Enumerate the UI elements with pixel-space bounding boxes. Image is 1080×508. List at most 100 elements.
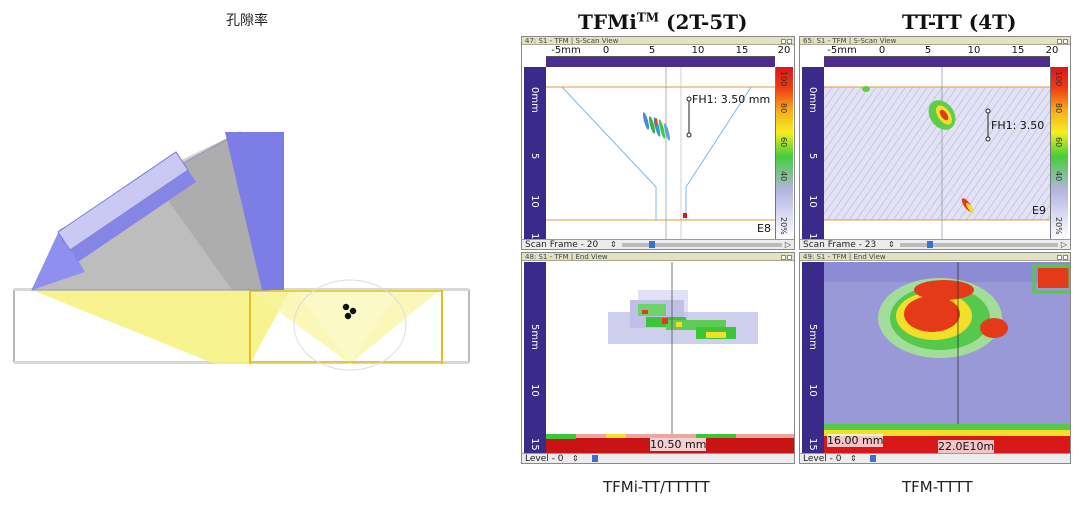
v-tick-label: 10 <box>529 195 540 208</box>
end-view-left[interactable]: 48: S1 - TFM | End View 5mm 10 15 <box>521 252 795 464</box>
v-tick-label: 10 <box>807 384 818 397</box>
h-tick-label: 0 <box>602 45 610 56</box>
porosity-zone-ellipse <box>293 279 407 371</box>
colorbar-tick: 80 <box>1054 103 1063 114</box>
close-icon <box>787 255 792 260</box>
h-tick-label: 20 <box>777 45 791 56</box>
fh1-measurement-label: FH1: 3.50 <box>991 119 1045 132</box>
colorbar-tick: 100 <box>779 71 788 87</box>
tfmi-caption: TFMi-TT/TTTTT <box>603 478 710 496</box>
fh1-marker-bottom <box>985 136 991 142</box>
probe-beam-outline-right <box>685 86 752 220</box>
v-tick-label: 15 <box>807 438 818 451</box>
probe-array <box>70 170 196 262</box>
beam-zone-inner <box>295 290 400 364</box>
fh1-marker-top <box>985 108 991 114</box>
h-tick-label: 15 <box>735 45 749 56</box>
tt-column-title: TT-TT (4T) <box>902 10 1017 34</box>
v-tick-label: 5mm <box>807 324 818 350</box>
level-bar[interactable]: Level - 0 ⇕ <box>800 453 1070 463</box>
fh1-marker-bottom <box>686 132 692 138</box>
fh1-marker-top <box>686 96 692 102</box>
end-view-right[interactable]: 49: S1 - TFM | End View 5mm 10 15 <box>799 252 1071 464</box>
colorbar-tick: 40 <box>1054 171 1063 182</box>
h-tick-label: 5 <box>648 45 656 56</box>
vertical-ruler: 0mm 5 10 15 <box>524 67 546 246</box>
colorbar-tick: 20% <box>1054 217 1063 235</box>
v-tick-label: 5mm <box>529 324 540 350</box>
colorbar-tick: 20% <box>779 217 788 235</box>
colorbar-tick: 60 <box>779 137 788 148</box>
minimize-icon <box>781 255 786 260</box>
scroll-right-icon[interactable]: ▷ <box>1060 240 1067 249</box>
sscan-right-titlebar[interactable]: 65: S1 - TFM | S-Scan View <box>800 37 1070 45</box>
level-bar[interactable]: Level - 0 ⇕ <box>522 453 794 463</box>
scan-frame-bar[interactable]: Scan Frame - 20 ⇕ ▷ <box>522 239 794 249</box>
wedge-side <box>225 132 284 290</box>
scan-frame-slider-knob[interactable] <box>927 241 933 248</box>
tt-caption: TFM-TTTT <box>902 478 973 496</box>
porosity-dot <box>342 303 350 311</box>
spinner-icon[interactable]: ⇕ <box>610 240 617 249</box>
sscan-left-titlebar[interactable]: 47: S1 - TFM | S-Scan View <box>522 37 794 45</box>
vertical-ruler: 0mm 5 10 15 <box>802 67 824 246</box>
scan-frame-slider[interactable] <box>622 243 782 247</box>
scan-frame-label: Scan Frame - 20 <box>525 240 599 250</box>
colorbar-tick: 40 <box>779 171 788 182</box>
close-icon <box>1063 39 1068 44</box>
scan-frame-slider-knob[interactable] <box>649 241 655 248</box>
sscan-view-right[interactable]: 65: S1 - TFM | S-Scan View -5mm 0 5 10 1… <box>799 36 1071 250</box>
h-tick-label: -5mm <box>827 45 857 56</box>
porosity-cluster <box>608 290 758 344</box>
amplitude-colorbar: 100 80 60 40 20% <box>1050 67 1068 239</box>
sscan-right-image[interactable]: FH1: 3.50 E9 <box>824 67 1050 239</box>
scan-frame-slider[interactable] <box>900 243 1058 247</box>
level-slider-knob[interactable] <box>592 455 598 462</box>
close-icon <box>787 39 792 44</box>
spinner-icon[interactable]: ⇕ <box>850 454 857 463</box>
level-label: Level - 0 <box>803 454 842 464</box>
colorbar-tick: 80 <box>779 103 788 114</box>
close-icon <box>1063 255 1068 260</box>
h-tick-label: 0 <box>878 45 886 56</box>
porosity-dot <box>349 307 357 315</box>
probe-wedge-diagram <box>13 131 470 371</box>
end-view-left-image[interactable]: 10.50 mm <box>546 262 794 453</box>
vertical-ruler: 5mm 10 15 <box>802 262 824 453</box>
spinner-icon[interactable]: ⇕ <box>888 240 895 249</box>
v-tick-label: 15 <box>529 438 540 451</box>
end-left-titlebar[interactable]: 48: S1 - TFM | End View <box>522 253 794 261</box>
level-label: Level - 0 <box>525 454 564 464</box>
scan-frame-bar[interactable]: Scan Frame - 23 ⇕ ▷ <box>800 239 1070 249</box>
depth-readout-left: 16.00 mm <box>827 434 884 447</box>
tfmi-column-title: TFMiTM (2T-5T) <box>578 10 748 34</box>
amplitude-colorbar: 100 80 60 40 20% <box>775 67 793 239</box>
porosity-cluster <box>878 264 1070 358</box>
h-tick-label: 10 <box>967 45 981 56</box>
minimize-icon <box>781 39 786 44</box>
porosity-indications <box>642 112 670 141</box>
indicator-label: E8 <box>757 222 771 235</box>
wedge-face <box>32 230 85 290</box>
scan-frame-label: Scan Frame - 23 <box>803 240 877 250</box>
v-tick-label: 10 <box>807 195 818 208</box>
probe-beam-outline-left <box>561 86 657 220</box>
porosity-indications <box>862 86 974 214</box>
colorbar-tick: 100 <box>1054 71 1063 87</box>
gate-marker <box>683 213 687 218</box>
scroll-right-icon[interactable]: ▷ <box>784 240 791 249</box>
h-tick-label: 20 <box>1045 45 1059 56</box>
depth-readout-right: 22.0E10m <box>938 440 995 453</box>
end-right-titlebar[interactable]: 49: S1 - TFM | End View <box>800 253 1070 261</box>
left-title: 孔隙率 <box>226 13 268 29</box>
h-tick-label: 10 <box>691 45 705 56</box>
sscan-left-image[interactable]: FH1: 3.50 mm E8 <box>546 67 775 239</box>
v-tick-label: 5 <box>529 153 540 160</box>
end-view-right-image[interactable]: 16.00 mm 22.0E10m <box>824 262 1070 453</box>
spinner-icon[interactable]: ⇕ <box>572 454 579 463</box>
sscan-right-texture <box>824 67 1050 239</box>
fh1-measurement-label: FH1: 3.50 mm <box>692 93 771 106</box>
sscan-view-left[interactable]: 47: S1 - TFM | S-Scan View -5mm 0 5 10 1… <box>521 36 795 250</box>
level-slider-knob[interactable] <box>870 455 876 462</box>
h-tick-label: 5 <box>924 45 932 56</box>
